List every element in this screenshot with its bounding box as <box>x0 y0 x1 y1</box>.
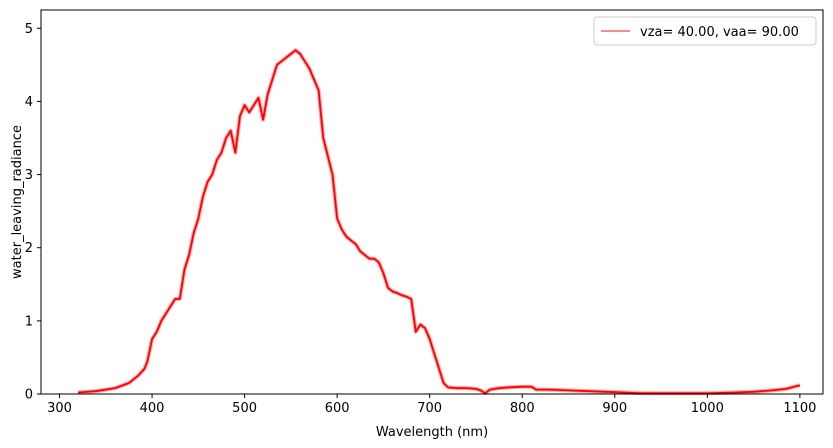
y-tick-label: 4 <box>25 95 33 110</box>
x-axis-label: Wavelength (nm) <box>376 425 488 440</box>
y-axis-ticks: 0 1 2 3 4 5 <box>25 22 41 403</box>
x-tick-label: 300 <box>47 401 72 416</box>
x-tick-label: 400 <box>140 401 165 416</box>
y-axis-label: water_leaving_radiance <box>10 125 25 279</box>
x-tick-label: 600 <box>325 401 350 416</box>
legend-label: vza= 40.00, vaa= 90.00 <box>640 25 799 40</box>
x-tick-label: 1000 <box>691 401 724 416</box>
x-axis-ticks: 300 400 500 600 700 800 900 1000 1100 <box>47 394 816 416</box>
plot-frame <box>40 9 824 395</box>
legend: vza= 40.00, vaa= 90.00 <box>593 16 817 46</box>
y-tick-label: 3 <box>25 168 33 183</box>
y-tick-label: 5 <box>25 22 33 37</box>
plot-area <box>41 10 823 394</box>
series-line-0 <box>77 49 801 395</box>
legend-frame <box>593 16 817 46</box>
x-tick-label: 700 <box>417 401 442 416</box>
y-tick-label: 2 <box>25 241 33 256</box>
x-tick-label: 500 <box>232 401 257 416</box>
y-tick-label: 1 <box>25 314 33 329</box>
plot-content <box>77 48 801 396</box>
x-tick-label: 1100 <box>783 401 816 416</box>
y-tick-label: 0 <box>25 388 33 403</box>
x-tick-label: 800 <box>510 401 535 416</box>
x-tick-label: 900 <box>602 401 627 416</box>
